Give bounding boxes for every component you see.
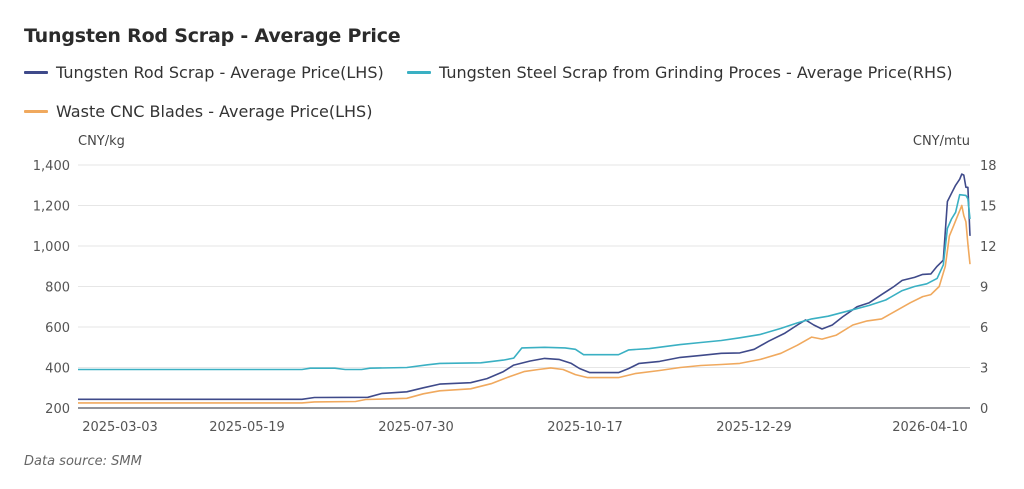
right-tick-label: 18 [980, 159, 997, 174]
left-tick-label: 1,000 [33, 240, 70, 255]
left-tick-label: 200 [45, 402, 70, 417]
x-tick-label: 2026-04-10 [892, 420, 968, 435]
legend-item-waste-cnc-blades[interactable]: Waste CNC Blades - Average Price(LHS) [24, 102, 372, 121]
right-tick-label: 15 [980, 200, 997, 215]
right-tick-label: 6 [980, 321, 988, 336]
data-source: Data source: SMM [24, 454, 142, 469]
x-tick-label: 2025-12-29 [716, 420, 792, 435]
right-tick-label: 12 [980, 240, 997, 255]
legend-label: Tungsten Steel Scrap from Grinding Proce… [439, 63, 953, 82]
series-line-1[interactable] [78, 193, 971, 371]
chart-title: Tungsten Rod Scrap - Average Price [24, 25, 401, 47]
series-line-2[interactable] [78, 204, 971, 404]
x-tick-label: 2025-10-17 [547, 420, 623, 435]
x-tick-label: 2025-03-03 [82, 420, 158, 435]
left-tick-label: 400 [45, 362, 70, 377]
x-tick-label: 2025-07-30 [378, 420, 454, 435]
left-tick-label: 1,200 [33, 200, 70, 215]
left-axis-unit: CNY/kg [78, 134, 125, 149]
right-tick-label: 9 [980, 281, 988, 296]
legend-item-tungsten-steel-scrap[interactable]: Tungsten Steel Scrap from Grinding Proce… [407, 63, 952, 82]
legend-swatch-icon [24, 71, 48, 74]
legend-swatch-icon [24, 110, 48, 113]
legend-label: Tungsten Rod Scrap - Average Price(LHS) [56, 63, 384, 82]
right-axis-unit: CNY/mtu [913, 134, 970, 149]
legend-item-tungsten-rod-scrap[interactable]: Tungsten Rod Scrap - Average Price(LHS) [24, 63, 384, 82]
legend-swatch-icon [407, 71, 431, 74]
right-tick-label: 0 [980, 402, 988, 417]
legend-label: Waste CNC Blades - Average Price(LHS) [56, 102, 373, 121]
left-tick-label: 600 [45, 321, 70, 336]
left-tick-label: 800 [45, 281, 70, 296]
x-tick-label: 2025-05-19 [209, 420, 285, 435]
left-tick-label: 1,400 [33, 159, 70, 174]
right-tick-label: 3 [980, 362, 988, 377]
